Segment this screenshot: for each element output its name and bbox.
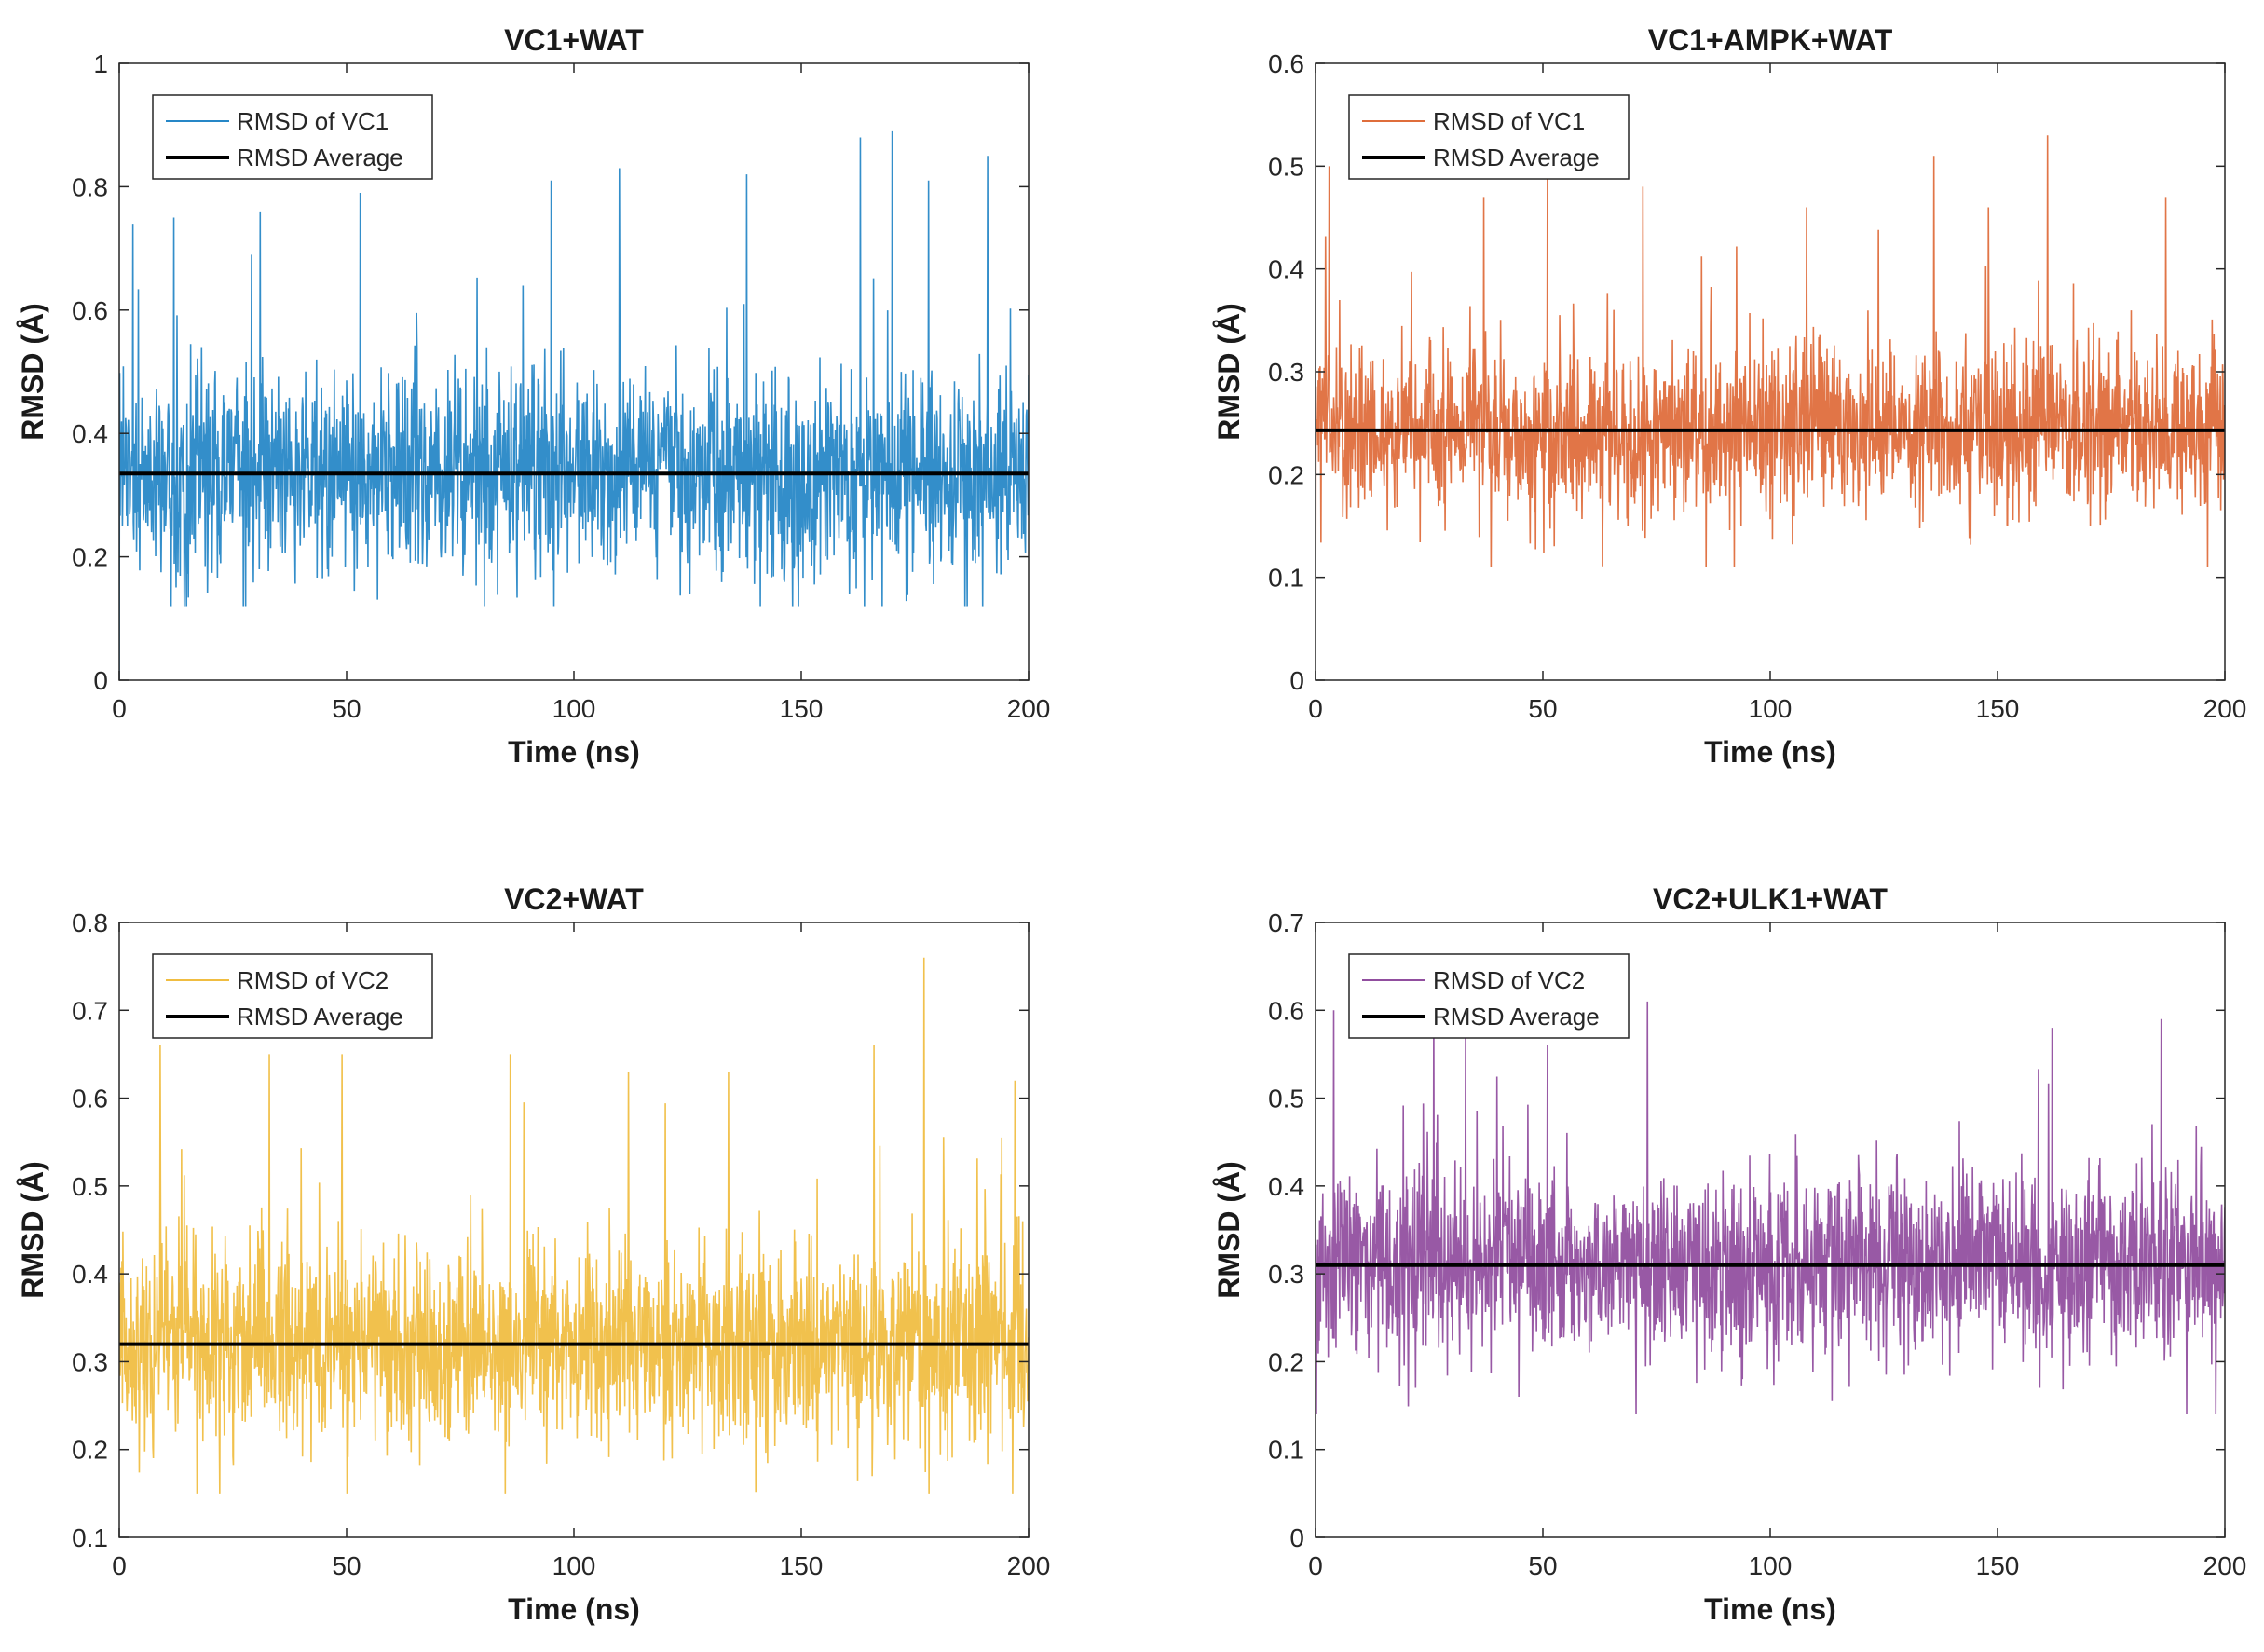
chart-title: VC2+WAT	[504, 882, 644, 916]
series-line-rmsd	[1316, 1001, 2225, 1537]
x-axis-label: Time (ns)	[1704, 735, 1836, 769]
y-tick-label: 0.2	[1268, 460, 1304, 489]
legend-box	[152, 94, 433, 180]
y-tick-label: 0.6	[72, 296, 108, 325]
legend-box	[1348, 953, 1630, 1039]
y-tick-label: 0.4	[72, 419, 108, 448]
legend-box	[152, 953, 433, 1039]
x-tick-label: 150	[780, 1551, 824, 1580]
y-tick-label: 0.1	[1268, 1436, 1304, 1465]
y-tick-label: 0.7	[1268, 908, 1304, 937]
x-tick-label: 0	[1308, 694, 1323, 723]
y-tick-label: 0.3	[1268, 1260, 1304, 1289]
chart-panel-3: 0 50 100 150 200 0.1 0.2 0.3 0.4 0.5 0.6 0.7 0.8 VC2+…	[16, 882, 1050, 1626]
x-tick-label: 200	[1007, 694, 1051, 723]
x-tick-label: 0	[1308, 1551, 1323, 1580]
y-tick-label: 0.6	[1268, 49, 1304, 78]
y-tick-label: 0.2	[72, 1436, 108, 1465]
y-tick-label: 0.4	[72, 1260, 108, 1289]
y-axis-label: RMSD (Å)	[16, 1161, 49, 1299]
x-axis-label: Time (ns)	[1704, 1592, 1836, 1626]
legend-label-average: RMSD Average	[237, 1003, 403, 1031]
legend-label-rmsd: RMSD of VC1	[237, 107, 389, 135]
y-axis-label: RMSD (Å)	[1212, 303, 1246, 441]
x-tick-label: 100	[552, 1551, 596, 1580]
x-tick-label: 150	[780, 694, 824, 723]
y-tick-label: 1	[93, 49, 108, 78]
x-axis-label: Time (ns)	[508, 1592, 640, 1626]
y-tick-label: 0.3	[72, 1347, 108, 1376]
y-tick-label: 0.4	[1268, 1172, 1304, 1201]
y-tick-label: 0.3	[1268, 358, 1304, 387]
series-line-rmsd	[119, 957, 1029, 1494]
chart-panel-4: 0 50 100 150 200 0 0.1 0.2 0.3 0.4 0.5 0.6 0.7 VC2+UL…	[1212, 882, 2246, 1626]
x-axis-label: Time (ns)	[508, 735, 640, 769]
x-tick-label: 200	[2203, 1551, 2247, 1580]
legend-label-average: RMSD Average	[1433, 1003, 1600, 1031]
legend: RMSD of VC2 RMSD Average	[1348, 953, 1630, 1039]
x-tick-label: 50	[1528, 694, 1557, 723]
legend: RMSD of VC1 RMSD Average	[1348, 94, 1630, 180]
legend-label-rmsd: RMSD of VC2	[1433, 966, 1585, 994]
chart-title: VC1+AMPK+WAT	[1648, 23, 1893, 57]
chart-panel-1: 0 50 100 150 200 0 0.2 0.4 0.6 0.8 1 VC1+WAT Time (n…	[16, 23, 1050, 769]
y-tick-label: 0	[1289, 666, 1304, 695]
y-tick-label: 0.6	[72, 1085, 108, 1113]
legend: RMSD of VC1 RMSD Average	[152, 94, 433, 180]
chart-panels: 0 50 100 150 200 0 0.2 0.4 0.6 0.8 1 VC1+WAT Time (n…	[16, 23, 2246, 1626]
x-tick-label: 50	[1528, 1551, 1557, 1580]
x-tick-label: 200	[2203, 694, 2247, 723]
y-tick-label: 0.5	[1268, 152, 1304, 181]
y-axis-label: RMSD (Å)	[1212, 1161, 1246, 1299]
y-tick-label: 0.2	[72, 543, 108, 572]
x-tick-label: 0	[112, 694, 127, 723]
y-axis-label: RMSD (Å)	[16, 303, 49, 441]
x-tick-label: 100	[552, 694, 596, 723]
x-tick-label: 50	[332, 694, 361, 723]
y-tick-label: 0.1	[1268, 564, 1304, 593]
legend-label-average: RMSD Average	[1433, 143, 1600, 171]
x-tick-label: 100	[1749, 694, 1793, 723]
y-tick-label: 0.1	[72, 1523, 108, 1552]
y-tick-label: 0	[93, 666, 108, 695]
legend-box	[1348, 94, 1630, 180]
chart-panel-2: 0 50 100 150 200 0 0.1 0.2 0.3 0.4 0.5 0.6 VC1+AMPK+…	[1212, 23, 2246, 769]
y-tick-label: 0.7	[72, 996, 108, 1025]
x-tick-label: 0	[112, 1551, 127, 1580]
y-tick-label: 0.4	[1268, 255, 1304, 284]
y-tick-label: 0.2	[1268, 1347, 1304, 1376]
y-tick-label: 0.8	[72, 908, 108, 937]
legend-label-rmsd: RMSD of VC2	[237, 966, 389, 994]
chart-title: VC1+WAT	[504, 23, 644, 57]
x-tick-label: 150	[1976, 1551, 2020, 1580]
y-tick-label: 0	[1289, 1523, 1304, 1552]
y-tick-label: 0.5	[72, 1172, 108, 1201]
x-tick-label: 150	[1976, 694, 2020, 723]
x-tick-label: 50	[332, 1551, 361, 1580]
legend: RMSD of VC2 RMSD Average	[152, 953, 433, 1039]
series-line-rmsd	[1316, 135, 2225, 680]
y-tick-label: 0.8	[72, 172, 108, 201]
x-tick-label: 100	[1749, 1551, 1793, 1580]
y-tick-label: 0.5	[1268, 1085, 1304, 1113]
legend-label-rmsd: RMSD of VC1	[1433, 107, 1585, 135]
x-tick-label: 200	[1007, 1551, 1051, 1580]
y-tick-label: 0.6	[1268, 996, 1304, 1025]
chart-title: VC2+ULK1+WAT	[1653, 882, 1888, 916]
legend-label-average: RMSD Average	[237, 143, 403, 171]
